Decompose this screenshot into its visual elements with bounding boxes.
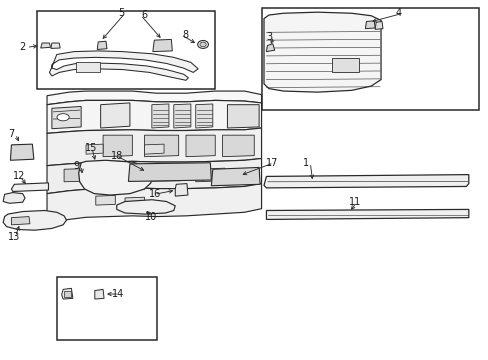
Ellipse shape [200,42,206,47]
Text: 18: 18 [111,150,123,161]
Bar [76,62,100,72]
Polygon shape [118,168,181,182]
Text: 6: 6 [142,10,148,20]
Text: 10: 10 [144,212,157,221]
Polygon shape [3,211,66,230]
Polygon shape [86,144,103,154]
Polygon shape [11,183,48,192]
Polygon shape [47,158,261,194]
Polygon shape [88,161,127,185]
Polygon shape [47,100,261,134]
Polygon shape [125,197,144,207]
Text: 2: 2 [19,42,25,52]
Polygon shape [41,43,50,48]
Polygon shape [211,167,260,186]
Bar [57,277,157,339]
Text: 8: 8 [182,30,188,40]
Text: 13: 13 [8,232,20,242]
Text: 16: 16 [149,189,161,199]
Polygon shape [144,135,178,157]
Text: 14: 14 [112,289,124,299]
Polygon shape [64,168,98,182]
Bar [37,12,215,89]
Polygon shape [264,175,468,188]
Polygon shape [95,289,104,299]
Text: 9: 9 [74,161,80,171]
Polygon shape [365,21,374,29]
Ellipse shape [197,41,208,48]
Polygon shape [52,107,81,129]
Polygon shape [101,103,130,128]
Bar [331,58,358,72]
Polygon shape [222,135,254,157]
Text: 17: 17 [266,158,278,168]
Text: 11: 11 [348,197,361,207]
Bar [261,8,478,110]
Polygon shape [144,144,163,154]
Polygon shape [152,104,168,128]
Polygon shape [173,104,190,128]
Polygon shape [97,41,107,49]
Polygon shape [103,135,132,157]
Polygon shape [61,288,73,299]
Polygon shape [266,44,274,51]
Text: 15: 15 [84,143,97,153]
Text: 7: 7 [8,129,14,139]
Polygon shape [51,43,60,48]
Polygon shape [47,184,261,222]
Text: 4: 4 [395,8,401,18]
Ellipse shape [57,114,69,121]
Polygon shape [79,160,152,195]
Polygon shape [153,40,172,51]
Polygon shape [10,144,34,160]
Polygon shape [374,22,382,30]
Text: 5: 5 [118,8,124,18]
Text: 3: 3 [266,32,272,41]
Polygon shape [195,104,212,128]
Polygon shape [47,91,261,105]
Polygon shape [117,200,175,214]
Polygon shape [264,12,380,92]
Text: 12: 12 [13,171,25,181]
Polygon shape [175,184,187,196]
Text: 1: 1 [303,158,308,168]
Polygon shape [11,217,30,225]
Polygon shape [3,193,25,203]
Polygon shape [49,51,198,80]
Polygon shape [195,168,224,182]
Polygon shape [185,135,215,157]
Polygon shape [234,168,259,182]
Polygon shape [266,210,468,220]
Polygon shape [96,195,115,205]
Polygon shape [128,163,211,181]
Polygon shape [227,105,259,128]
Bar [64,291,71,297]
Polygon shape [47,128,261,166]
